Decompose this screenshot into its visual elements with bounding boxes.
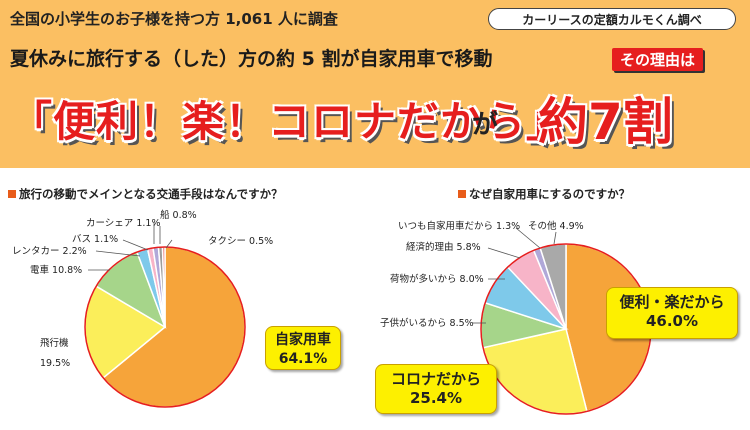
callout-convenient-label: 便利・楽だから <box>619 293 725 311</box>
label-luggage: 荷物が多いから 8.0% <box>390 273 484 285</box>
label-carshare: カーシェア 1.1% <box>86 218 160 229</box>
chart1-title: 旅行の移動でメインとなる交通手段はなんですか？ <box>8 186 283 202</box>
label-plane-value: 19.5% <box>40 358 70 369</box>
source-badge: カーリースの定額カルモくん調べ <box>488 8 736 30</box>
label-plane: 飛行機 <box>40 337 69 349</box>
callout-convenient-value: 46.0% <box>645 312 699 330</box>
chart2-title: なぜ自家用車にするのですか？ <box>458 186 630 202</box>
chart1-outline <box>84 246 246 408</box>
callout-corona: コロナだから 25.4% <box>375 364 497 414</box>
label-bus: バス 1.1% <box>72 234 118 245</box>
main-headline: 「便利！楽！コロナだから」 <box>10 97 570 146</box>
chart2-title-text: なぜ自家用車にするのですか？ <box>469 187 631 201</box>
callout-corona-label: コロナだから <box>390 370 481 388</box>
callout-corona-value: 25.4% <box>409 389 463 407</box>
label-taxi: タクシー 0.5% <box>208 236 273 247</box>
callout-car: 自家用車 64.1% <box>265 326 341 370</box>
square-bullet-icon <box>458 190 466 198</box>
chart2-leader-lines <box>473 227 557 324</box>
label-other: その他 4.9% <box>528 220 584 232</box>
label-rental: レンタカー 2.2% <box>12 246 87 257</box>
callout-convenient: 便利・楽だから 46.0% <box>606 287 738 339</box>
label-train: 電車 10.8% <box>30 264 82 276</box>
headline-seventy-percent: 約7割 <box>538 93 673 151</box>
callout-car-value: 64.1% <box>278 351 328 367</box>
label-always: いつも自家用車だから 1.3% <box>398 220 520 232</box>
reason-tag: その理由は <box>612 48 704 71</box>
subheadline: 夏休みに旅行する（した）方の約 5 割が自家用車で移動 <box>10 48 493 70</box>
chart1-title-text: 旅行の移動でメインとなる交通手段はなんですか？ <box>19 187 283 201</box>
pie-chart-transport <box>84 246 246 408</box>
headline-particle: が <box>472 110 499 140</box>
label-kids: 子供がいるから 8.5% <box>380 317 474 329</box>
square-bullet-icon <box>8 190 16 198</box>
label-ship: 船 0.8% <box>160 209 197 221</box>
header-banner: 全国の小学生のお子様を持つ方 1,061 人に調査 カーリースの定額カルモくん調… <box>0 0 750 168</box>
chart1-leader-lines <box>88 222 173 271</box>
callout-car-label: 自家用車 <box>275 332 331 348</box>
survey-caption: 全国の小学生のお子様を持つ方 1,061 人に調査 <box>10 10 338 28</box>
label-economic: 経済的理由 5.8% <box>406 241 481 253</box>
